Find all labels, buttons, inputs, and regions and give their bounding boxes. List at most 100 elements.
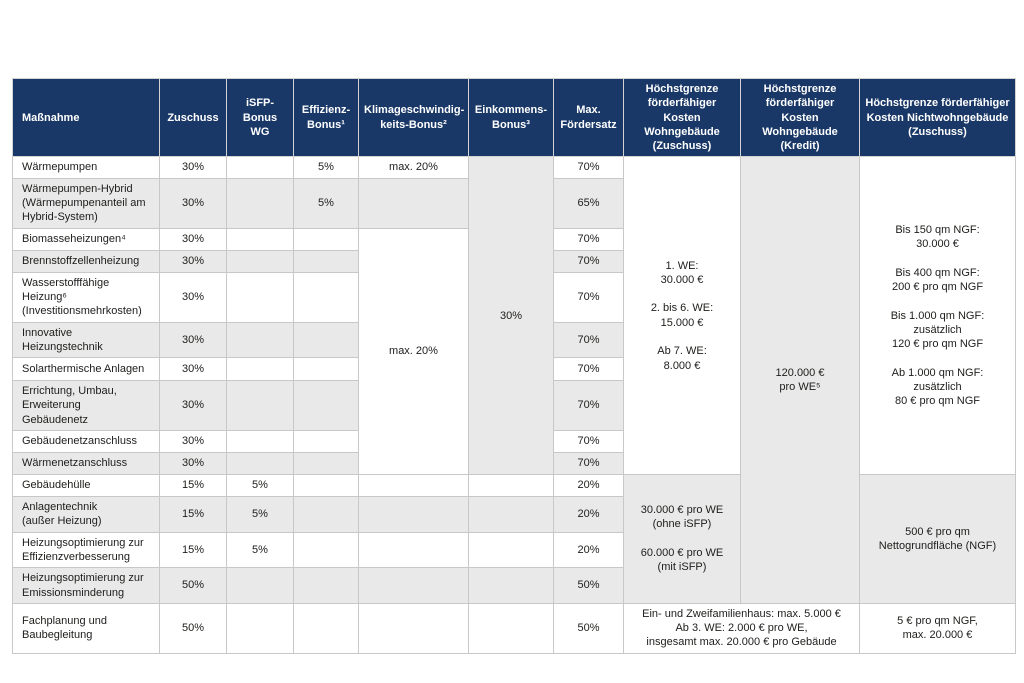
- cell-wg-zuschuss-limit-top: 1. WE: 30.000 € 2. bis 6. WE: 15.000 € A…: [623, 156, 741, 476]
- cell-max-foerdersatz: 70%: [553, 321, 624, 359]
- header-max-foerdersatz: Max. Fördersatz: [553, 77, 624, 158]
- cell-max-foerdersatz: 65%: [553, 177, 624, 229]
- cell-isfp-bonus: [226, 321, 294, 359]
- cell-zuschuss: 15%: [159, 531, 227, 569]
- cell-isfp-bonus: [226, 430, 294, 454]
- cell-massnahme: Anlagentechnik (außer Heizung): [12, 496, 160, 533]
- header-row: Maßnahme Zuschuss iSFP- Bonus WG Effizie…: [12, 77, 1016, 158]
- cell-isfp-bonus: 5%: [226, 474, 294, 498]
- cell-einkommens-bonus: [468, 531, 554, 569]
- cell-massnahme: Heizungsoptimierung zur Effizienzverbess…: [12, 531, 160, 569]
- header-hoechstgrenze-nwg-zuschuss: Höchstgrenze förderfähiger Kosten Nichtw…: [859, 77, 1016, 158]
- cell-fachplanung-wg-limit: Ein- und Zweifamilienhaus: max. 5.000 € …: [623, 602, 860, 654]
- cell-effizienz-bonus: [293, 430, 359, 454]
- cell-einkommens-bonus: [468, 496, 554, 533]
- cell-zuschuss: 30%: [159, 271, 227, 323]
- cell-massnahme: Wärmepumpen-Hybrid (Wärmepumpenanteil am…: [12, 177, 160, 229]
- cell-massnahme: Biomasseheizungen⁴: [12, 227, 160, 251]
- cell-klima-bonus: [358, 602, 469, 654]
- cell-massnahme: Solarthermische Anlagen: [12, 357, 160, 382]
- cell-massnahme: Innovative Heizungstechnik: [12, 321, 160, 359]
- cell-effizienz-bonus: [293, 357, 359, 382]
- cell-klima-bonus-merged: max. 20%: [358, 227, 469, 476]
- row-waermepumpen: Wärmepumpen 30% 5% max. 20% 30% 70% 1. W…: [12, 156, 1016, 604]
- cell-zuschuss: 30%: [159, 357, 227, 382]
- cell-effizienz-bonus: [293, 380, 359, 432]
- header-massnahme: Maßnahme: [12, 77, 160, 158]
- header-klima-bonus: Klimageschwindig- keits-Bonus²: [358, 77, 469, 158]
- cell-klima-bonus: [358, 177, 469, 229]
- cell-wg-kredit-limit: 120.000 € pro WE⁵: [740, 156, 860, 604]
- cell-effizienz-bonus: [293, 452, 359, 476]
- cell-nwg-limit-bottom: 5 € pro qm NGF, max. 20.000 €: [859, 602, 1016, 654]
- cell-zuschuss: 30%: [159, 430, 227, 454]
- cell-effizienz-bonus: 5%: [293, 177, 359, 229]
- cell-massnahme: Gebäudenetzanschluss: [12, 430, 160, 454]
- cell-zuschuss: 30%: [159, 177, 227, 229]
- cell-einkommens-bonus: [468, 602, 554, 654]
- cell-zuschuss: 30%: [159, 380, 227, 432]
- cell-effizienz-bonus: [293, 249, 359, 273]
- header-hoechstgrenze-wg-kredit: Höchstgrenze förderfähiger Kosten Wohnge…: [740, 77, 860, 158]
- cell-zuschuss: 30%: [159, 321, 227, 359]
- cell-max-foerdersatz: 70%: [553, 271, 624, 323]
- cell-effizienz-bonus: [293, 474, 359, 498]
- cell-zuschuss: 50%: [159, 567, 227, 604]
- cell-nwg-limit-top: Bis 150 qm NGF: 30.000 € Bis 400 qm NGF:…: [859, 156, 1016, 476]
- cell-max-foerdersatz: 70%: [553, 380, 624, 432]
- cell-max-foerdersatz: 50%: [553, 602, 624, 654]
- cell-effizienz-bonus: [293, 227, 359, 251]
- cell-max-foerdersatz: 70%: [553, 357, 624, 382]
- cell-isfp-bonus: [226, 452, 294, 476]
- cell-zuschuss: 30%: [159, 156, 227, 179]
- cell-zuschuss: 50%: [159, 602, 227, 654]
- cell-massnahme: Wasserstofffähige Heizung⁶ (Investitions…: [12, 271, 160, 323]
- cell-isfp-bonus: [226, 602, 294, 654]
- cell-effizienz-bonus: [293, 271, 359, 323]
- cell-massnahme: Fachplanung und Baubegleitung: [12, 602, 160, 654]
- cell-isfp-bonus: 5%: [226, 531, 294, 569]
- cell-zuschuss: 15%: [159, 474, 227, 498]
- cell-max-foerdersatz: 20%: [553, 531, 624, 569]
- cell-isfp-bonus: [226, 567, 294, 604]
- cell-zuschuss: 30%: [159, 227, 227, 251]
- cell-max-foerdersatz: 20%: [553, 474, 624, 498]
- cell-einkommens-bonus-merged: 30%: [468, 156, 554, 476]
- row-gebaeudehuelle: Gebäudehülle 15% 5% 20% 30.000 € pro WE …: [12, 474, 1016, 604]
- cell-zuschuss: 30%: [159, 249, 227, 273]
- cell-einkommens-bonus: [468, 474, 554, 498]
- header-isfp-bonus: iSFP- Bonus WG: [226, 77, 294, 158]
- cell-effizienz-bonus: [293, 567, 359, 604]
- header-hoechstgrenze-wg-zuschuss: Höchstgrenze förderfähiger Kosten Wohnge…: [623, 77, 741, 158]
- cell-klima-bonus: max. 20%: [358, 156, 469, 179]
- cell-massnahme: Gebäudehülle: [12, 474, 160, 498]
- cell-max-foerdersatz: 70%: [553, 156, 624, 179]
- cell-isfp-bonus: [226, 380, 294, 432]
- cell-massnahme: Wärmenetzanschluss: [12, 452, 160, 476]
- cell-massnahme: Brennstoffzellenheizung: [12, 249, 160, 273]
- cell-isfp-bonus: [226, 156, 294, 179]
- cell-wg-zuschuss-limit-bottom: 30.000 € pro WE (ohne iSFP) 60.000 € pro…: [623, 474, 741, 604]
- cell-effizienz-bonus: [293, 602, 359, 654]
- cell-zuschuss: 30%: [159, 452, 227, 476]
- cell-nwg-limit-mid: 500 € pro qm Nettogrundfläche (NGF): [859, 474, 1016, 604]
- cell-effizienz-bonus: [293, 496, 359, 533]
- cell-einkommens-bonus: [468, 567, 554, 604]
- header-zuschuss: Zuschuss: [159, 77, 227, 158]
- cell-klima-bonus: [358, 567, 469, 604]
- header-einkommens-bonus: Einkommens- Bonus³: [468, 77, 554, 158]
- cell-klima-bonus: [358, 496, 469, 533]
- cell-max-foerdersatz: 20%: [553, 496, 624, 533]
- cell-max-foerdersatz: 50%: [553, 567, 624, 604]
- cell-isfp-bonus: [226, 271, 294, 323]
- cell-max-foerdersatz: 70%: [553, 249, 624, 273]
- cell-isfp-bonus: [226, 249, 294, 273]
- cell-massnahme: Errichtung, Umbau, Erweiterung Gebäudene…: [12, 380, 160, 432]
- cell-klima-bonus: [358, 531, 469, 569]
- cell-isfp-bonus: [226, 357, 294, 382]
- foerderuebersicht-table: Maßnahme Zuschuss iSFP- Bonus WG Effizie…: [12, 77, 1016, 654]
- cell-massnahme: Wärmepumpen: [12, 156, 160, 179]
- cell-max-foerdersatz: 70%: [553, 452, 624, 476]
- cell-isfp-bonus: [226, 177, 294, 229]
